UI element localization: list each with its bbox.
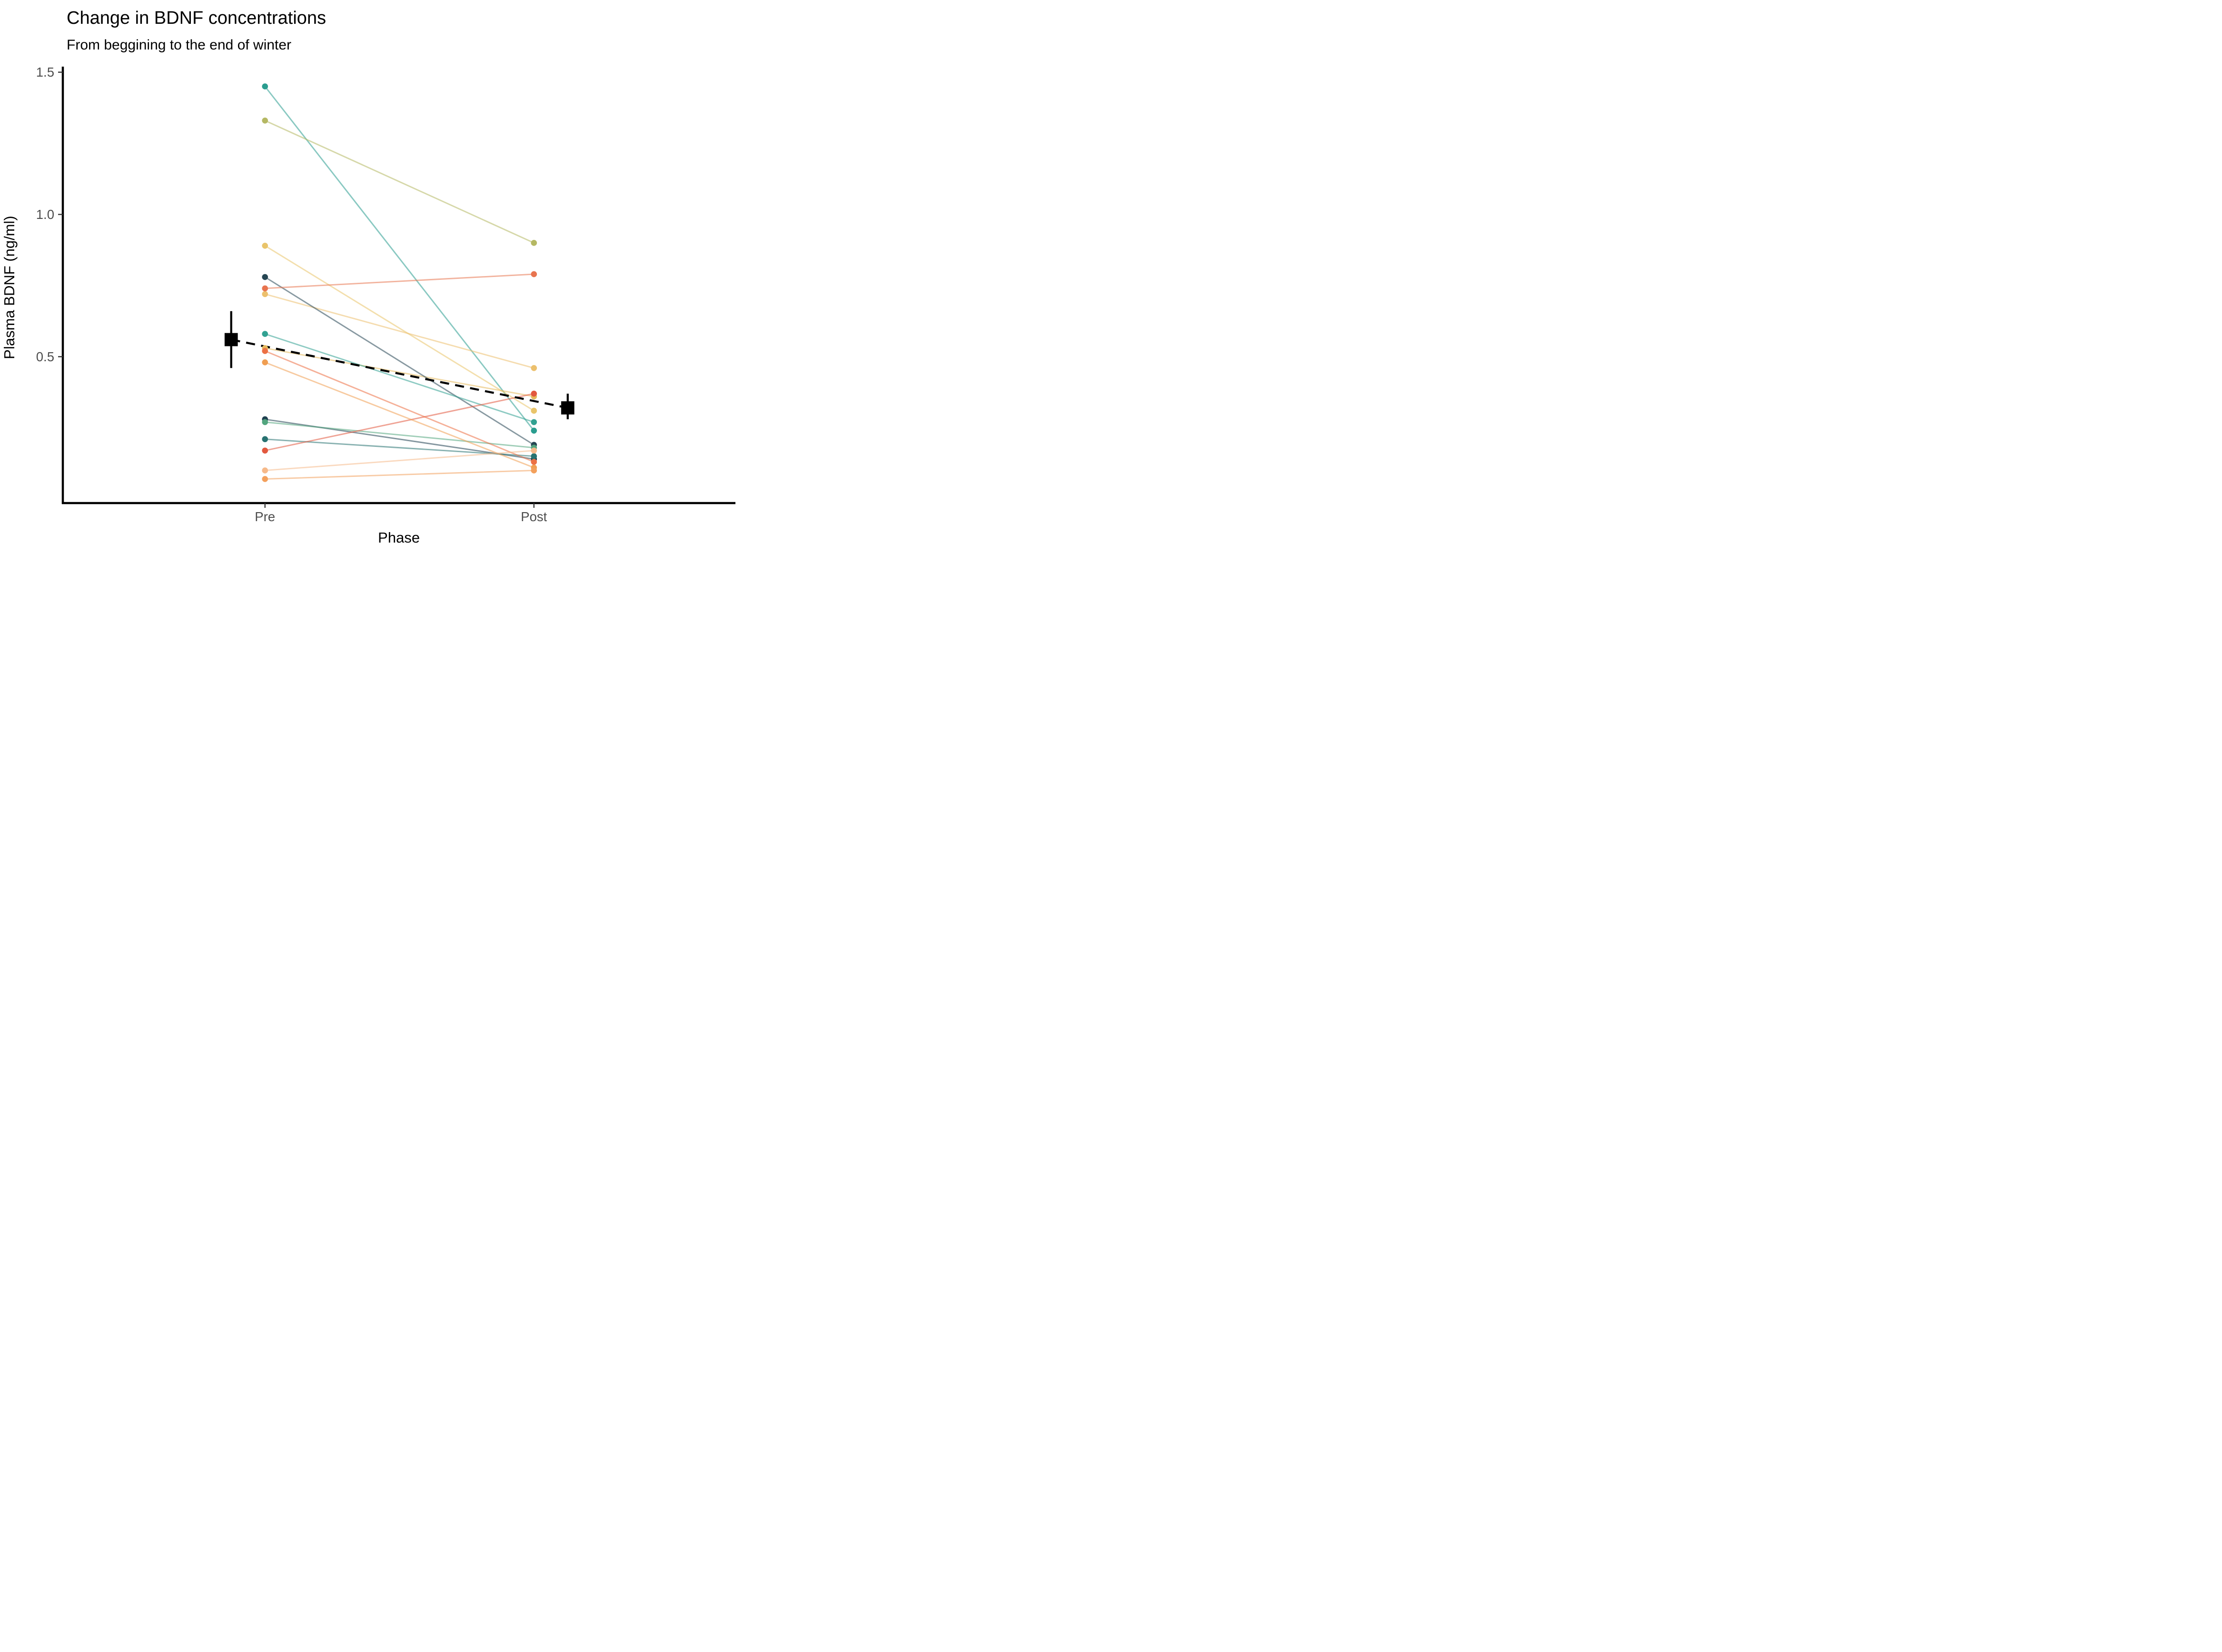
subject-9-line bbox=[264, 333, 535, 423]
x-axis-title: Phase bbox=[378, 529, 420, 546]
bdnf-slopegraph-canvas: 1.5 1.0 0.5 Pre Post Change in BDNF concentr… bbox=[1, 8, 735, 546]
subject-1-dot-pre bbox=[262, 83, 268, 89]
x-tick-label-Post: Post bbox=[521, 509, 547, 524]
subject-3-dot-pre bbox=[262, 242, 268, 249]
chart-title: Change in BDNF concentrations bbox=[67, 8, 326, 28]
mean-square-pre bbox=[224, 333, 238, 346]
subject-2-dot-post bbox=[531, 240, 537, 246]
subject-9-dot-pre bbox=[262, 331, 268, 337]
subject-11-line bbox=[264, 273, 535, 289]
subject-3-line bbox=[264, 245, 535, 412]
subject-6-line bbox=[264, 276, 535, 446]
subject-1-line bbox=[264, 86, 535, 432]
subject-12-dot-pre bbox=[262, 447, 268, 454]
subject-4-dot-post bbox=[531, 365, 537, 371]
y-axis-title: Plasma BDNF (ng/ml) bbox=[1, 216, 18, 359]
subject-2-dot-pre bbox=[262, 118, 268, 124]
subject-11-dot-post bbox=[531, 271, 537, 277]
subject-16-dot-post bbox=[531, 447, 537, 454]
subject-12-dot-post bbox=[531, 390, 537, 397]
subject-15-dot-pre bbox=[262, 476, 268, 482]
subject-3-dot-post bbox=[531, 407, 537, 414]
axes-layer: 1.5 1.0 0.5 Pre Post bbox=[36, 65, 735, 524]
mean-markers-layer bbox=[224, 311, 575, 419]
subject-9-dot-post bbox=[531, 419, 537, 425]
subject-4-dot-pre bbox=[262, 291, 268, 297]
bdnf-slopegraph-figure: 1.5 1.0 0.5 Pre Post Change in BDNF concentr… bbox=[0, 0, 741, 551]
subject-13-dot-post bbox=[531, 459, 537, 465]
y-tick-label-1.5: 1.5 bbox=[36, 65, 54, 79]
mean-dashed-line bbox=[231, 338, 568, 409]
subject-16-dot-pre bbox=[262, 467, 268, 474]
subject-11-dot-pre bbox=[262, 285, 268, 292]
subject-lines-layer bbox=[264, 86, 535, 480]
subject-10-dot-pre bbox=[262, 419, 268, 425]
subject-8-dot-post bbox=[531, 453, 537, 459]
y-tick-label-1.0: 1.0 bbox=[36, 207, 54, 222]
subject-12-line bbox=[264, 393, 535, 452]
subject-15-line bbox=[264, 470, 535, 480]
subject-1-dot-post bbox=[531, 427, 537, 434]
subject-4-line bbox=[264, 293, 535, 369]
subject-8-dot-pre bbox=[262, 436, 268, 443]
x-tick-label-Pre: Pre bbox=[255, 509, 275, 524]
subject-5-line bbox=[264, 347, 535, 397]
chart-subtitle: From beggining to the end of winter bbox=[67, 37, 291, 53]
subject-6-dot-pre bbox=[262, 274, 268, 280]
y-tick-label-0.5: 0.5 bbox=[36, 349, 54, 364]
subject-13-line bbox=[264, 350, 535, 463]
subject-14-line bbox=[264, 361, 535, 468]
subject-15-dot-post bbox=[531, 467, 537, 474]
subject-dots-layer bbox=[262, 83, 537, 482]
subject-2-line bbox=[264, 119, 535, 244]
subject-10-line bbox=[264, 421, 535, 449]
subject-16-line bbox=[264, 450, 535, 471]
mean-square-post bbox=[561, 401, 575, 415]
subject-13-dot-pre bbox=[262, 348, 268, 354]
subject-14-dot-pre bbox=[262, 359, 268, 366]
mean-dashed-line-layer bbox=[231, 338, 568, 409]
